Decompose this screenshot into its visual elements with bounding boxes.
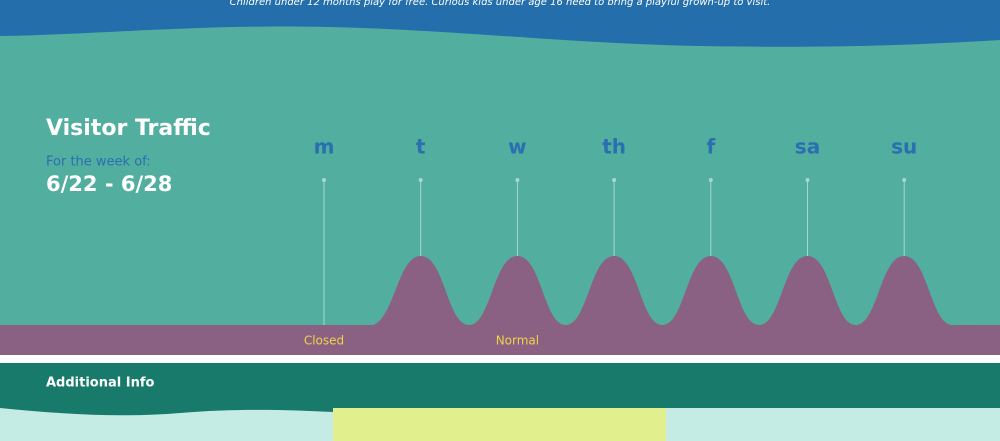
day-dot [902, 178, 907, 182]
day-dot [805, 178, 810, 182]
day-label: sa [795, 135, 820, 159]
day-dot [708, 178, 713, 182]
wave-edge [0, 406, 1000, 408]
legend: Closed Normal [304, 334, 539, 348]
day-label: w [508, 135, 526, 159]
day-label: su [891, 135, 917, 159]
day-dot [322, 178, 326, 182]
traffic-subtitle: For the week of: [46, 155, 151, 170]
day-dot [515, 178, 520, 182]
day-dot [418, 178, 423, 182]
tab-active[interactable] [333, 408, 666, 441]
day-label: f [706, 135, 715, 159]
banner-text: Children under 12 months play for free. … [230, 0, 771, 8]
tab[interactable] [666, 408, 1000, 441]
day-columns: m t w th f sa su [314, 135, 917, 325]
additional-title: Additional Info [46, 376, 154, 391]
traffic-range: 6/22 - 6/28 [46, 172, 172, 196]
banner-bg [0, 0, 1000, 47]
wave-lip [0, 408, 333, 416]
traffic-title: Visitor Traffic [46, 116, 211, 141]
legend-label: Closed [304, 334, 344, 348]
legend-label: Normal [496, 334, 539, 348]
day-dot [612, 178, 617, 182]
day-label: m [314, 135, 335, 159]
day-label: th [602, 135, 626, 159]
additional-bg [0, 363, 1000, 408]
traffic-bumps [0, 256, 1000, 340]
day-label: t [416, 135, 426, 159]
